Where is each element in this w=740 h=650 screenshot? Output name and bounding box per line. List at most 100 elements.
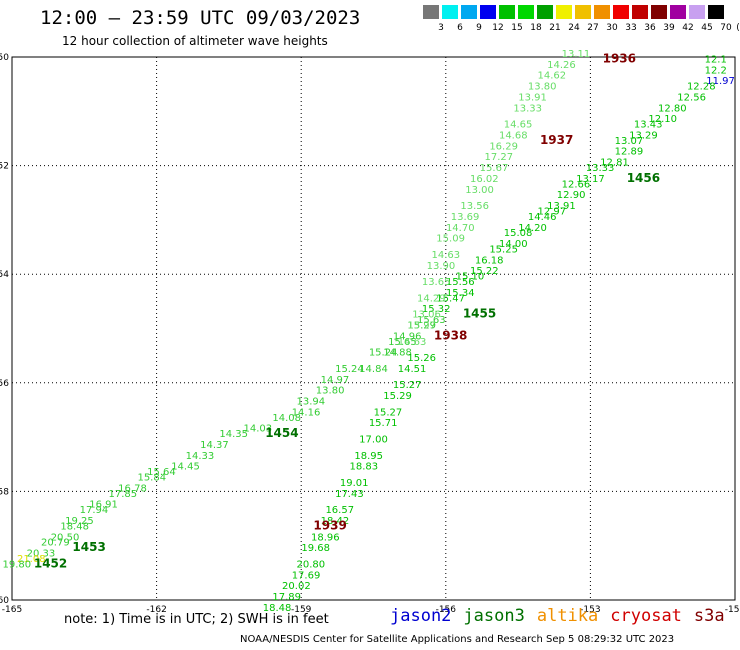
wave-height-value: 18.83 xyxy=(350,462,379,473)
wave-height-value: 20.80 xyxy=(297,559,326,570)
legend-level-label: 9 xyxy=(476,23,482,33)
credit-line: NOAA/NESDIS Center for Satellite Applica… xyxy=(240,634,675,645)
wave-height-value: 12.89 xyxy=(615,147,644,158)
legend-swatch xyxy=(442,5,458,19)
pass-label: 1452 xyxy=(34,556,67,570)
pass-label: 1453 xyxy=(72,540,105,554)
wave-height-value: 18.48 xyxy=(263,603,292,614)
wave-height-value: 14.33 xyxy=(186,451,215,462)
wave-height-value: 13.11 xyxy=(562,49,591,60)
wave-height-value: 15.64 xyxy=(147,467,176,478)
wave-height-value: 16.78 xyxy=(118,483,147,494)
wave-height-value: 20.79 xyxy=(41,538,70,549)
wave-height-value: 17.69 xyxy=(292,570,321,581)
wave-height-value: 15.65 xyxy=(388,337,417,348)
wave-height-value: 14.70 xyxy=(446,223,475,234)
wave-height-value: 14.46 xyxy=(528,212,557,223)
satellite-s3a: s3a xyxy=(693,606,725,626)
wave-height-value: 15.27 xyxy=(374,407,403,418)
wave-height-value: 14.37 xyxy=(200,440,229,451)
legend-level-label: 45 xyxy=(701,23,713,33)
legend-level-label: 18 xyxy=(530,23,542,33)
pass-label: 1455 xyxy=(463,307,496,321)
wave-height-value: 14.84 xyxy=(359,364,388,375)
legend-level-label: 27 xyxy=(587,23,599,33)
wave-height-value: 19.80 xyxy=(2,559,31,570)
wave-height-value: 15.29 xyxy=(383,391,412,402)
wave-height-value: 18.96 xyxy=(311,532,340,543)
wave-height-value: 13.91 xyxy=(518,92,547,103)
wave-height-value: 20.02 xyxy=(282,581,311,592)
wave-height-value: 13.69 xyxy=(451,212,480,223)
wave-height-value: 12.66 xyxy=(562,179,591,190)
wave-height-value: 15.24 xyxy=(335,364,364,375)
legend-unit: (ft) xyxy=(736,23,740,33)
wave-height-value: 11.97 xyxy=(706,76,735,87)
wave-height-value: 13.91 xyxy=(547,201,576,212)
legend-level-label: 39 xyxy=(663,23,675,33)
wave-height-value: 14.16 xyxy=(292,407,321,418)
footnote: note: 1) Time is in UTC; 2) SWH is in fe… xyxy=(64,612,329,627)
wave-height-value: 13.33 xyxy=(586,163,615,174)
wave-height-value: 15.32 xyxy=(422,304,451,315)
wave-height-value: 13.80 xyxy=(528,82,557,93)
y-tick-label: -54 xyxy=(0,270,9,280)
wave-height-value: 14.29 xyxy=(417,293,446,304)
y-tick-label: -52 xyxy=(0,162,9,172)
wave-height-value: 13.94 xyxy=(297,397,326,408)
pass-label: 1938 xyxy=(434,328,467,342)
pass-label: 1456 xyxy=(627,171,660,185)
wave-height-value: 15.10 xyxy=(456,272,485,283)
wave-height-value: 16.29 xyxy=(489,141,518,152)
wave-height-value: 14.35 xyxy=(219,429,248,440)
wave-height-value: 17.94 xyxy=(80,505,109,516)
legend-swatch xyxy=(537,5,553,19)
legend-swatch xyxy=(632,5,648,19)
legend-level-label: 15 xyxy=(511,23,523,33)
y-tick-label: -58 xyxy=(0,487,9,497)
legend-swatch xyxy=(518,5,534,19)
wave-height-value: 16.18 xyxy=(475,255,504,266)
wave-height-value: 12.10 xyxy=(648,114,677,125)
legend-swatch xyxy=(708,5,724,19)
wave-height-value: 21.08 xyxy=(17,554,46,565)
wave-height-value: 15.26 xyxy=(407,353,436,364)
wave-height-value: 19.25 xyxy=(65,516,94,527)
wave-height-value: 17.00 xyxy=(359,435,388,446)
wave-height-value: 13.97 xyxy=(407,321,436,332)
wave-height-value: 13.56 xyxy=(460,201,489,212)
wave-height-value: 19.01 xyxy=(340,478,369,489)
legend-level-label: 70 xyxy=(720,23,732,33)
wave-height-value: 12.28 xyxy=(687,82,716,93)
legend-level-label: 36 xyxy=(644,23,656,33)
wave-height-value: 14.08 xyxy=(272,413,301,424)
wave-height-value: 12.80 xyxy=(658,103,687,114)
wave-height-value: 14.88 xyxy=(383,348,412,359)
wave-height-value: 20.50 xyxy=(51,532,80,543)
wave-height-value: 15.47 xyxy=(436,293,465,304)
legend-swatch xyxy=(423,5,439,19)
legend-level-label: 12 xyxy=(492,23,504,33)
wave-height-value: 17.89 xyxy=(272,592,301,603)
wave-height-value: 15.71 xyxy=(369,418,398,429)
pass-label: 1937 xyxy=(540,133,573,147)
wave-height-value: 15.29 xyxy=(407,321,436,332)
legend-swatch xyxy=(575,5,591,19)
satellite-jason2: jason2 xyxy=(390,606,452,626)
legend-level-label: 3 xyxy=(438,23,444,33)
legend-swatch xyxy=(480,5,496,19)
wave-height-value: 15.67 xyxy=(480,163,509,174)
wave-height-value: 14.51 xyxy=(398,364,427,375)
legend-level-label: 30 xyxy=(606,23,618,33)
chart-title: 12:00 – 23:59 UTC 09/03/2023 xyxy=(40,7,361,29)
wave-height-value: 15.27 xyxy=(393,380,422,391)
x-tick-label: -156 xyxy=(436,605,457,615)
wave-height-value: 15.84 xyxy=(137,473,166,484)
wave-height-value: 13.33 xyxy=(513,103,542,114)
y-tick-label: -60 xyxy=(0,596,9,606)
legend-swatch xyxy=(651,5,667,19)
wave-height-value: 12.81 xyxy=(600,158,629,169)
wave-height-value: 14.97 xyxy=(321,375,350,386)
wave-height-value: 12.1 xyxy=(705,54,727,65)
